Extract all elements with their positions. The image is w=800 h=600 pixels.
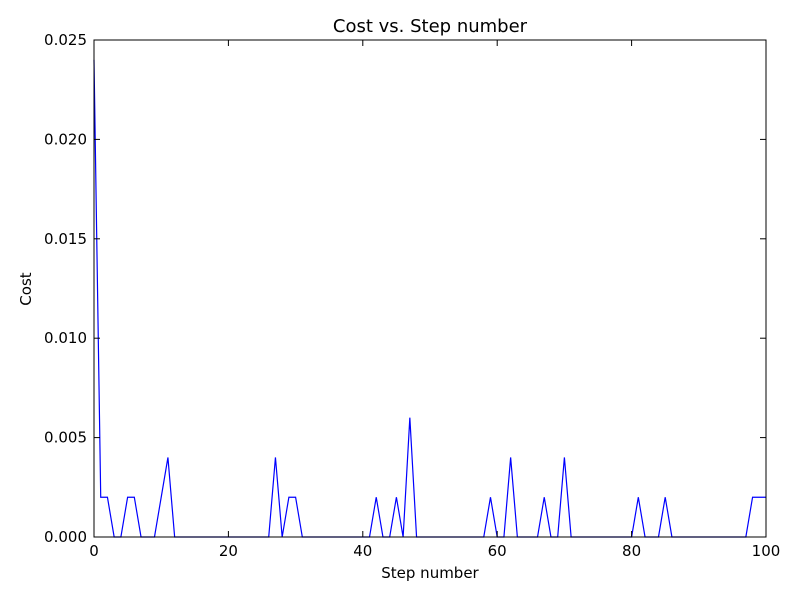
x-tick-label: 80 (622, 542, 641, 560)
x-tick-label: 40 (353, 542, 372, 560)
y-tick-label: 0.005 (44, 429, 87, 447)
y-tick-label: 0.010 (44, 329, 87, 347)
axes-frame (93, 39, 767, 538)
y-tick-label: 0.000 (44, 528, 87, 546)
y-tick-label: 0.025 (44, 31, 87, 49)
x-tick-label: 60 (488, 542, 507, 560)
chart-title: Cost vs. Step number (333, 16, 528, 37)
series-line-0 (93, 59, 766, 538)
y-axis-label: Cost (17, 272, 35, 305)
x-tick-label: 0 (89, 542, 99, 560)
x-tick-label: 100 (752, 542, 781, 560)
plot-area: 0 20 40 60 80 100 0.000 0.005 0.010 0.015 0.020 0.0… (44, 31, 780, 560)
x-axis-label: Step number (381, 564, 479, 582)
y-tick-label: 0.020 (44, 130, 87, 148)
x-tick-label: 20 (219, 542, 238, 560)
y-tick-label: 0.015 (44, 230, 87, 248)
